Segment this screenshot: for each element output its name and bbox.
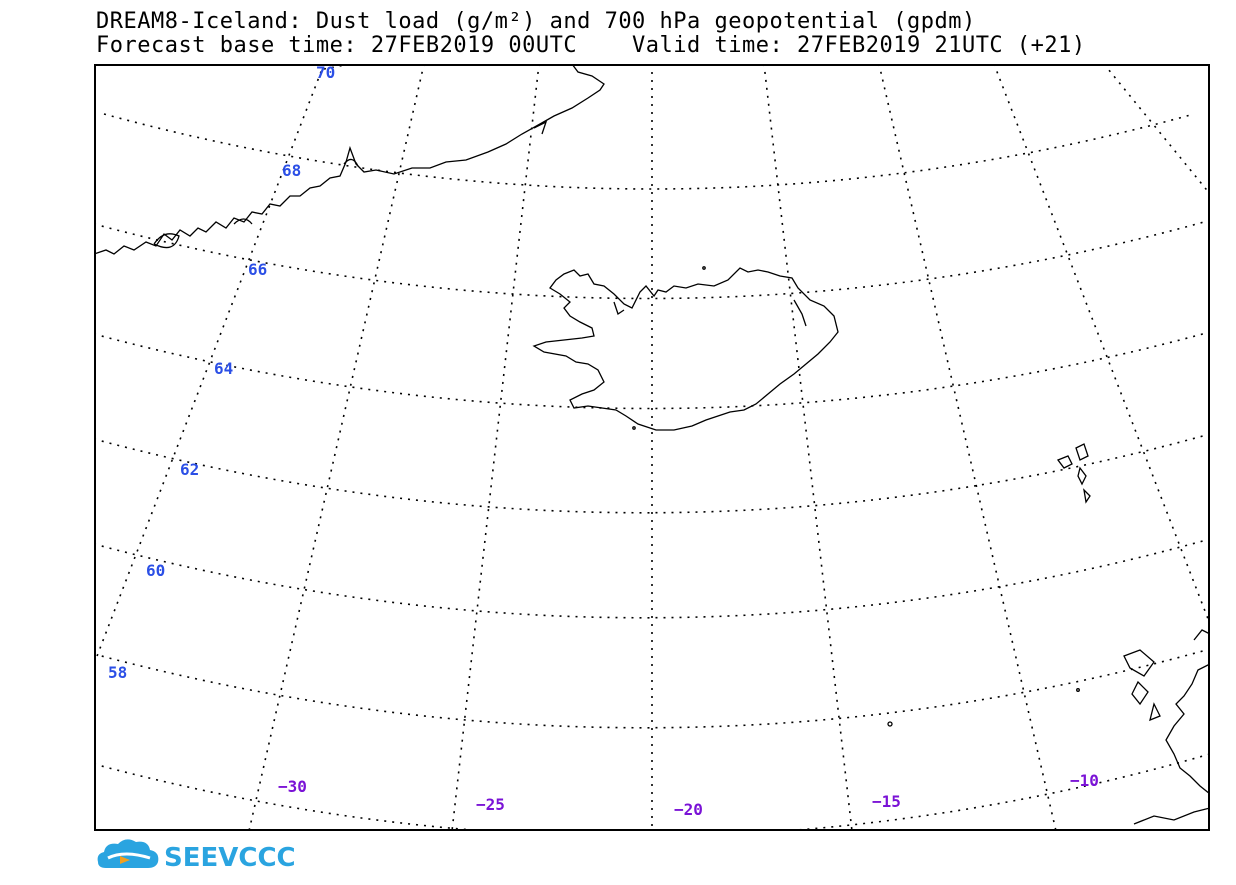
lat-label-68: 68 bbox=[282, 161, 301, 180]
lon-label-minus-30: −30 bbox=[278, 777, 307, 796]
map-subtitle-times: Forecast base time: 27FEB2019 00UTC Vali… bbox=[96, 33, 1086, 58]
iceland-coastline bbox=[532, 266, 839, 431]
greenland-coastline bbox=[94, 64, 605, 255]
logo-text: SEEVCCC bbox=[164, 843, 296, 873]
lon-label-minus-10: −10 bbox=[1070, 771, 1099, 790]
faroe-islands-coastline bbox=[1056, 443, 1091, 504]
lat-label-66: 66 bbox=[248, 260, 267, 279]
latitude-gridlines bbox=[94, 64, 1210, 831]
lon-label-minus-20: −20 bbox=[674, 800, 703, 819]
lat-label-58: 58 bbox=[108, 663, 127, 682]
lon-label-minus-25: −25 bbox=[476, 795, 505, 814]
scotland-coastline bbox=[887, 629, 1210, 825]
lat-label-70: 70 bbox=[316, 64, 335, 82]
map-panel: 70 68 66 64 62 60 58 −30 −25 −20 −15 −10 bbox=[94, 64, 1210, 831]
longitude-gridlines bbox=[94, 64, 1210, 831]
cloud-logo-icon bbox=[97, 839, 159, 868]
map-title: DREAM8-Iceland: Dust load (g/m²) and 700… bbox=[96, 9, 976, 34]
seevccc-logo: SEEVCCC bbox=[97, 839, 296, 873]
lon-label-minus-15: −15 bbox=[872, 792, 901, 811]
lat-label-60: 60 bbox=[146, 561, 165, 580]
map-border bbox=[94, 64, 1210, 831]
lat-label-64: 64 bbox=[214, 359, 233, 378]
lat-label-62: 62 bbox=[180, 460, 199, 479]
